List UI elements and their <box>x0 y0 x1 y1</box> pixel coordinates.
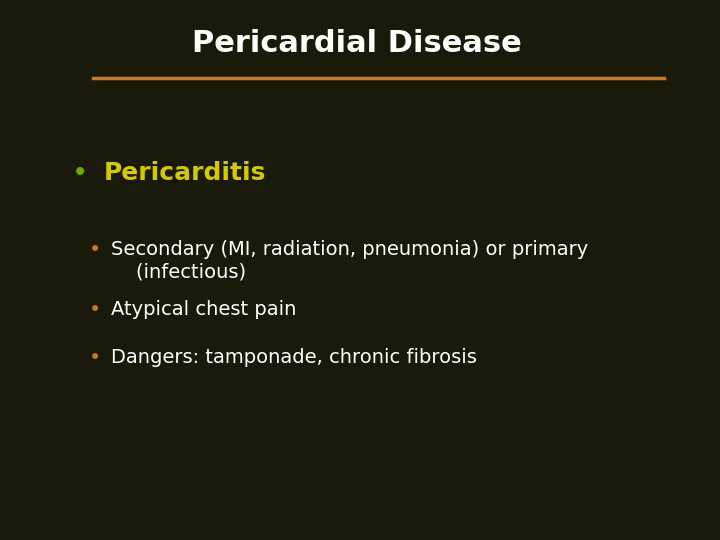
Text: Secondary (MI, radiation, pneumonia) or primary
    (infectious): Secondary (MI, radiation, pneumonia) or … <box>111 240 588 281</box>
Text: Pericardial Disease: Pericardial Disease <box>192 29 522 58</box>
Text: •: • <box>71 159 88 187</box>
Text: Atypical chest pain: Atypical chest pain <box>111 300 296 319</box>
Text: •: • <box>89 348 102 368</box>
Text: •: • <box>89 300 102 320</box>
Text: Pericarditis: Pericarditis <box>104 161 266 185</box>
Text: •: • <box>89 240 102 260</box>
Text: Dangers: tamponade, chronic fibrosis: Dangers: tamponade, chronic fibrosis <box>111 348 477 367</box>
